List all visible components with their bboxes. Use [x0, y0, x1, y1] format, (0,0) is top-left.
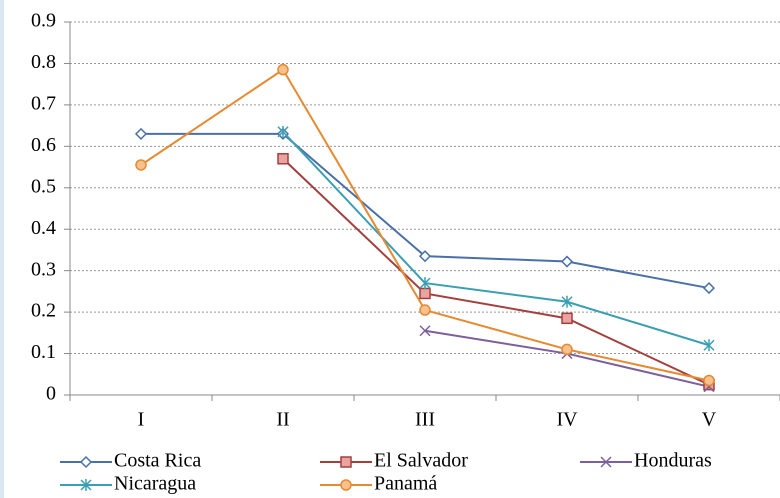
series-line: [141, 132, 710, 290]
y-tick-label: 0.2: [31, 300, 56, 322]
marker: [419, 325, 431, 337]
marker: [703, 339, 715, 352]
marker: [419, 287, 431, 300]
series-line: [424, 329, 710, 388]
marker: [561, 295, 573, 308]
marker: [419, 277, 431, 290]
y-tick-label: 0: [46, 383, 56, 405]
legend-marker: [340, 479, 352, 491]
marker: [702, 282, 716, 295]
series-line: [140, 68, 710, 382]
marker: [560, 255, 574, 268]
y-tick-label: 0.6: [31, 134, 56, 156]
legend-marker: [340, 456, 352, 468]
x-tick-label: I: [138, 409, 145, 431]
y-tick-label: 0.4: [31, 217, 56, 239]
legend-marker: [80, 479, 92, 491]
y-tick-label: 0.9: [31, 10, 56, 32]
series-line: [282, 158, 710, 386]
y-tick-label: 0.8: [31, 51, 56, 73]
marker: [561, 312, 573, 325]
legend-label: Costa Rica: [114, 450, 201, 472]
frame-edge: [0, 0, 4, 498]
series-line: [282, 131, 710, 347]
legend-label: El Salvador: [374, 450, 468, 472]
marker: [277, 125, 289, 138]
legend-label: Panamá: [374, 473, 437, 495]
marker: [277, 153, 289, 165]
marker: [277, 63, 289, 76]
marker: [419, 304, 431, 316]
x-tick-label: II: [276, 409, 289, 431]
marker: [418, 250, 432, 263]
x-tick-label: V: [702, 409, 717, 431]
x-tick-label: III: [415, 409, 435, 431]
marker: [703, 374, 715, 387]
marker: [135, 159, 147, 171]
marker: [134, 127, 148, 140]
y-tick-label: 0.1: [31, 341, 56, 363]
x-tick-label: IV: [556, 409, 578, 431]
legend-label: Nicaragua: [114, 473, 196, 495]
y-tick-label: 0.3: [31, 258, 56, 280]
legend-label: Honduras: [634, 450, 712, 472]
legend-marker: [79, 455, 93, 469]
marker: [561, 343, 573, 356]
y-tick-label: 0.7: [31, 92, 56, 114]
y-tick-label: 0.5: [31, 175, 56, 197]
legend-marker: [600, 456, 612, 468]
